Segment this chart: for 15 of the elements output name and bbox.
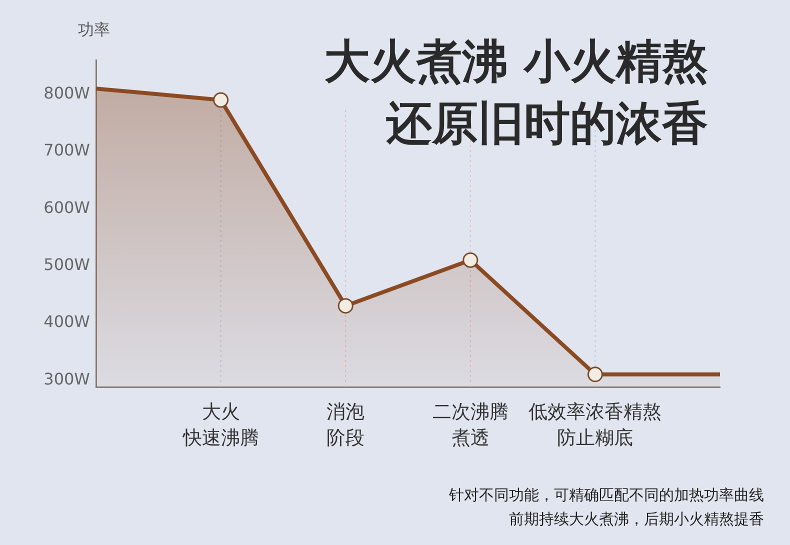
x-tick-label: 大火快速沸腾 [182,401,259,449]
y-tick-label: 400W [44,312,90,332]
text: 前期持续大火煮沸，后期小火精熬提香 [508,509,764,530]
y-axis-title: 功率 [78,20,110,41]
text: 针对不同功能，可精确匹配不同的加热功率曲线 [449,485,764,506]
y-tick-label: 800W [44,83,90,102]
text: 还原旧时的浓香 [385,95,708,152]
chart-title: 大火煮沸 小火精熬 [324,33,708,90]
y-tick-label: 700W [44,140,90,160]
x-tick-label: 二次沸腾煮透 [432,401,508,449]
y-tick-label: 500W [44,254,90,274]
y-tick-label: 600W [44,198,90,217]
y-tick-label: 300W [44,369,90,388]
x-tick-label: 消泡阶段 [326,401,365,449]
x-tick-label: 低效率浓香精熬防止糊底 [528,401,662,449]
